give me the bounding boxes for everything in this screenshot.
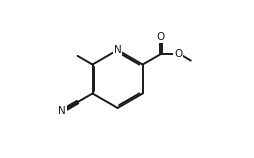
Text: O: O	[156, 32, 164, 42]
Text: N: N	[58, 106, 66, 116]
Text: O: O	[174, 49, 182, 59]
Text: N: N	[114, 45, 121, 55]
